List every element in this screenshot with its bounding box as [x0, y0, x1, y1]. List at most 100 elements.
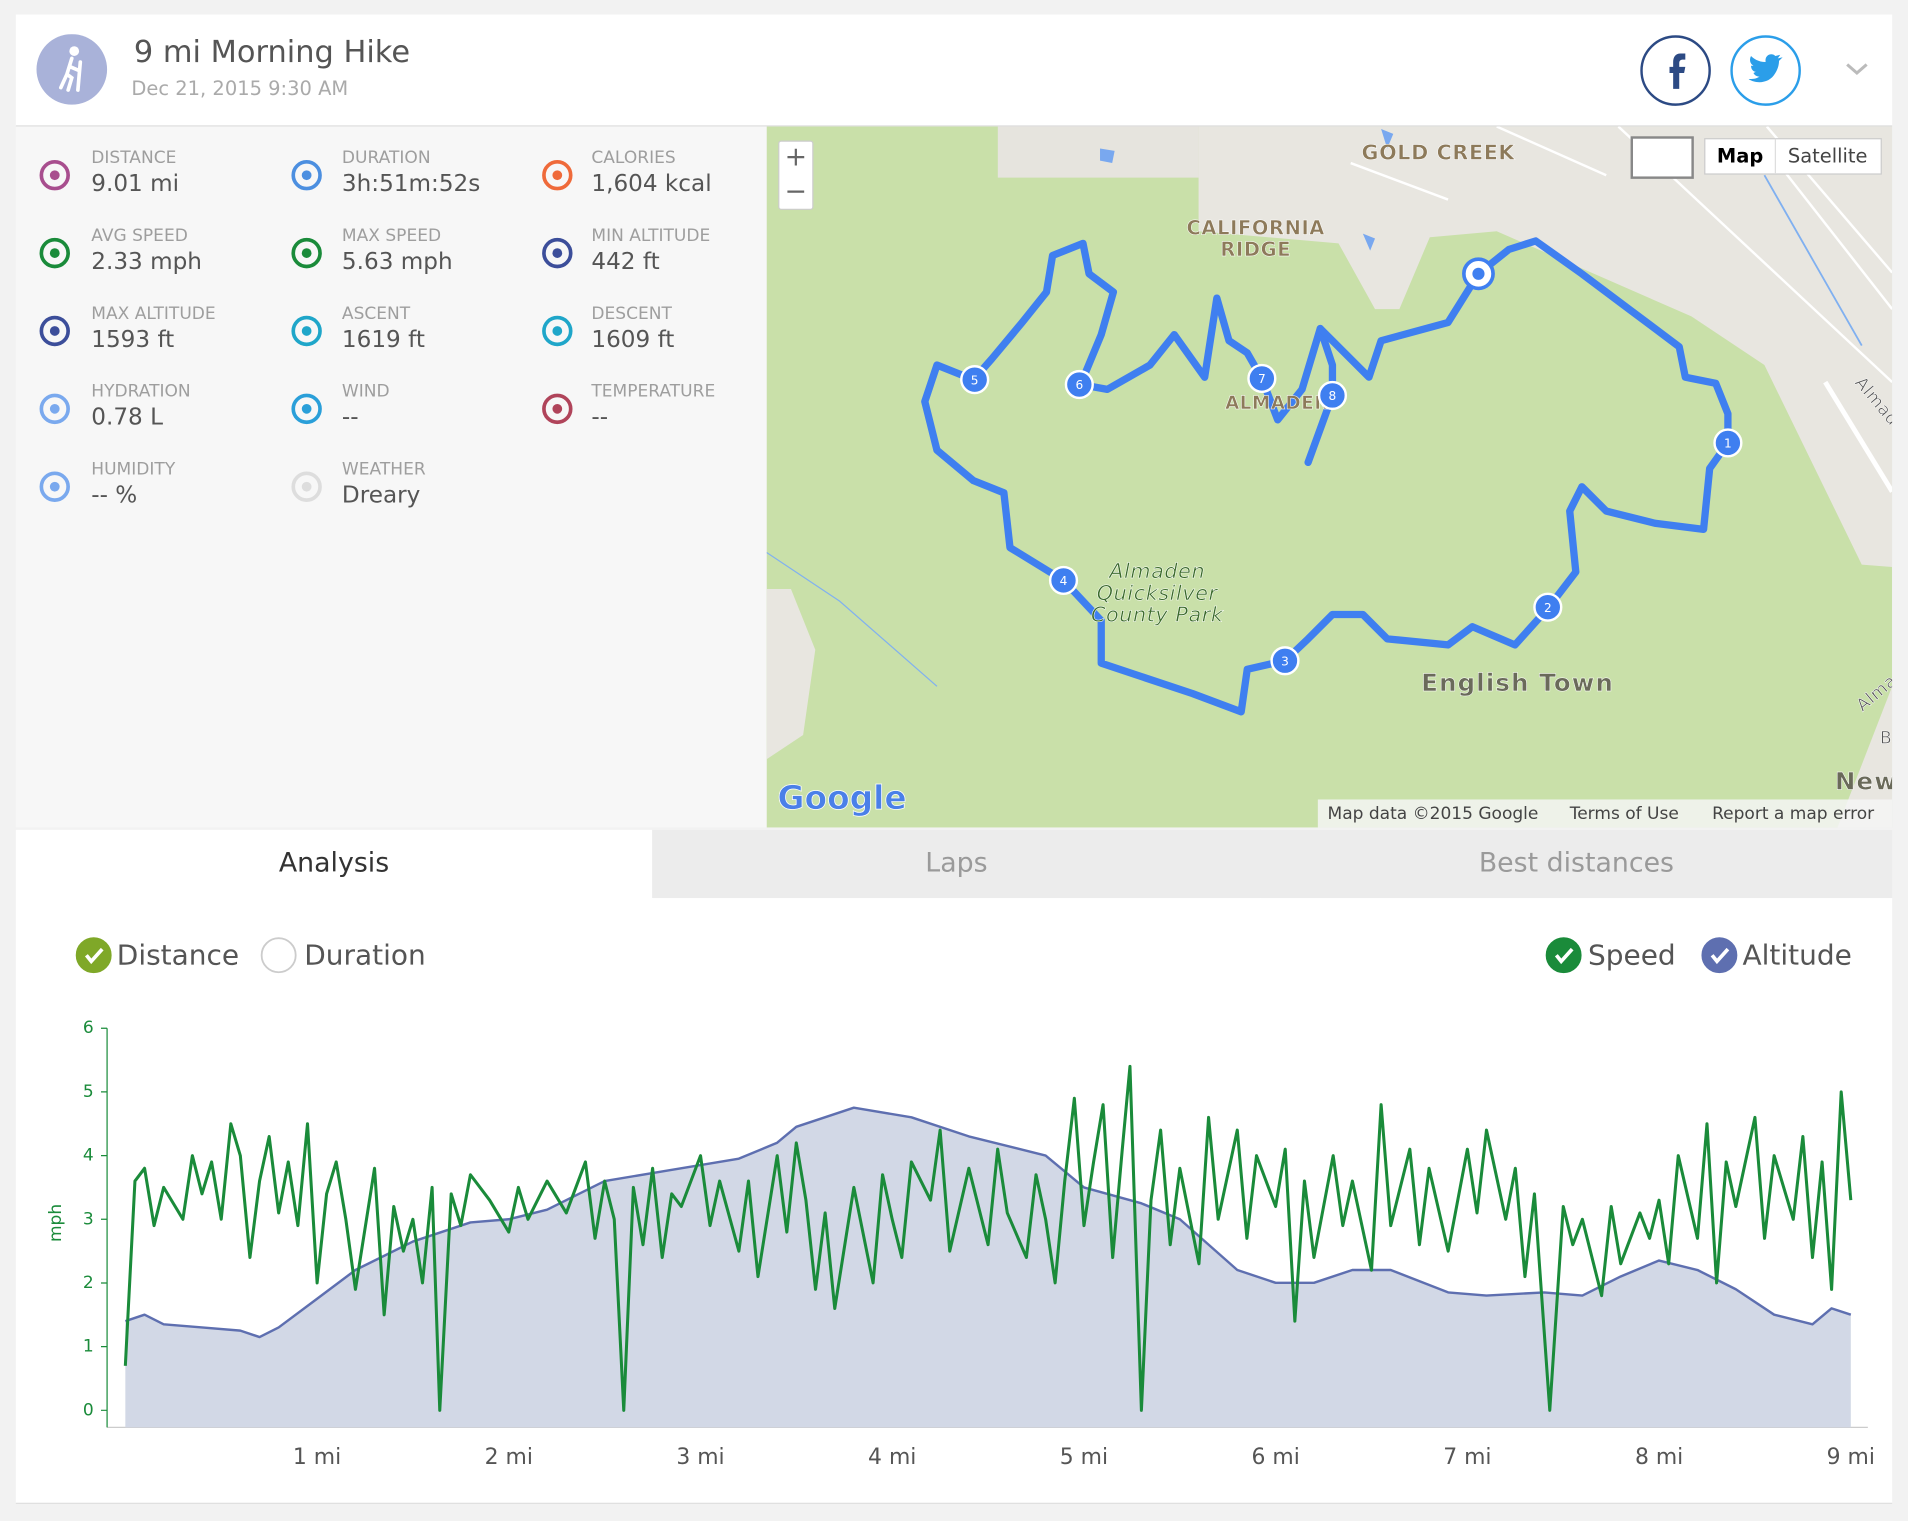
legend-toggle[interactable]: Speed — [1545, 937, 1676, 974]
stat-icon — [291, 315, 322, 347]
icon-shape — [39, 393, 70, 425]
stat-value: 1609 ft — [591, 326, 675, 353]
stat-value: 1,604 kcal — [591, 170, 712, 198]
y-tick-label: 4 — [83, 1146, 94, 1166]
icon-dot — [552, 403, 563, 414]
stat-label: TEMPERATURE — [591, 382, 716, 402]
stat-icon — [542, 393, 573, 425]
satellite-button[interactable]: Satellite — [1788, 144, 1868, 167]
map-label-line: New Alma — [1835, 766, 1892, 795]
map-label-line: County Park — [1091, 603, 1224, 627]
activity-title: 9 mi Morning Hike — [133, 34, 411, 70]
stat-value: 442 ft — [591, 248, 660, 276]
stat-icon — [291, 237, 322, 269]
x-toggle-label[interactable]: Duration — [304, 938, 425, 971]
stats-panel: DISTANCE 9.01 mi DURATION 3h:51m:52s CALORIE… — [15, 126, 767, 828]
x-tick-label: 9 mi — [1827, 1445, 1875, 1470]
y-tick-label: 2 — [83, 1273, 94, 1293]
toggle-circle[interactable] — [1545, 937, 1582, 974]
route-marker — [1533, 592, 1563, 622]
x-tick-label: 6 mi — [1252, 1445, 1300, 1470]
report-link[interactable]: Report a map error — [1712, 804, 1874, 824]
zoom-out[interactable]: − — [785, 176, 807, 207]
map-label-line: ALMADEN — [1225, 393, 1330, 414]
map-button[interactable]: Map — [1717, 144, 1763, 167]
icon-shape — [291, 315, 322, 347]
route-marker — [1247, 363, 1277, 394]
terms-link[interactable]: Terms of Use — [1569, 804, 1679, 824]
legend-label[interactable]: Altitude — [1743, 938, 1852, 971]
stat-icon — [291, 160, 322, 191]
legend-label[interactable]: Speed — [1588, 938, 1676, 971]
attribution-bar — [1317, 799, 1893, 828]
analysis-panel: Distance Duration Speed Altitude mph 0 1 2 3 4 5 6 1… — [15, 898, 1893, 1503]
expand-chevron[interactable] — [1846, 63, 1868, 76]
map[interactable]: GOLD CREEK CALIFORNIA RIDGE ALMADEN Almaden Q… — [766, 126, 1893, 828]
stat-label: CALORIES — [591, 148, 676, 168]
route-marker-label: 2 — [1544, 601, 1552, 615]
icon-shape — [291, 160, 322, 191]
stat-icon — [39, 160, 70, 191]
map-label: English Town — [1421, 668, 1613, 697]
route — [921, 237, 1732, 716]
route-marker-label: 7 — [1258, 372, 1266, 386]
stat-value: 2.33 mph — [91, 248, 202, 276]
stat-label: WIND — [341, 382, 390, 402]
stat-icon — [542, 160, 573, 191]
x-tick-label: 3 mi — [676, 1445, 724, 1470]
map-label-line: Be — [1880, 729, 1892, 749]
y-tick-label: 6 — [83, 1018, 94, 1038]
icon-shape — [291, 393, 322, 425]
icon-dot — [301, 481, 312, 492]
zoom-control[interactable]: +− — [778, 140, 814, 210]
icon-dot — [301, 170, 312, 181]
toggle-circle[interactable] — [260, 937, 297, 974]
x-toggle-label[interactable]: Distance — [117, 938, 239, 971]
zoom-in[interactable]: + — [785, 142, 807, 173]
tab[interactable]: Analysis — [15, 829, 653, 899]
icon-dot — [552, 248, 563, 258]
stat-icon — [39, 471, 70, 502]
toggle-circle[interactable] — [1701, 937, 1738, 974]
icon-shape — [39, 471, 70, 502]
map-attribution: Map data ©2015 Google — [1328, 804, 1539, 824]
stat-icon — [542, 315, 573, 347]
stat-label: MAX SPEED — [341, 226, 442, 246]
icon-shape — [542, 237, 573, 269]
toggle-circle[interactable] — [75, 937, 112, 974]
route-marker — [1048, 565, 1079, 596]
stat-label: AVG SPEED — [91, 226, 188, 246]
map-label-line: CALIFORNIA — [1187, 216, 1325, 239]
map-label: Be — [1880, 728, 1892, 749]
map-label-line: Almaden — [1107, 559, 1205, 583]
x-toggle[interactable]: Distance — [75, 937, 239, 974]
stat-icon — [39, 315, 70, 347]
twitter-button[interactable] — [1730, 35, 1801, 106]
facebook-button[interactable] — [1640, 35, 1711, 106]
route-marker — [1713, 428, 1743, 458]
tab[interactable]: Laps — [652, 829, 1261, 899]
route-marker — [1317, 380, 1348, 411]
legend-toggle[interactable]: Altitude — [1701, 937, 1852, 974]
x-tick-label: 7 mi — [1443, 1445, 1491, 1470]
stat-value: -- — [341, 403, 359, 431]
google-logo: Google — [778, 779, 907, 817]
map-label-line: Quicksilver — [1097, 581, 1219, 605]
route-marker-label: 5 — [971, 373, 979, 387]
x-toggle[interactable]: Duration — [260, 937, 426, 974]
series-line — [123, 1064, 1853, 1412]
x-tick-label: 8 mi — [1635, 1445, 1683, 1470]
tab[interactable]: Best distances — [1260, 829, 1893, 899]
icon-shape — [39, 315, 70, 347]
stat-label: ASCENT — [341, 304, 411, 324]
share-buttons — [1640, 35, 1868, 106]
stat-label: DESCENT — [591, 304, 672, 324]
x-tick-label: 5 mi — [1060, 1445, 1108, 1470]
stat-label: MIN ALTITUDE — [591, 226, 711, 246]
overview-toggle[interactable] — [1630, 136, 1694, 179]
route-marker-label: 4 — [1060, 574, 1068, 588]
route-marker-label: 6 — [1075, 378, 1083, 392]
map-label: New Alma — [1835, 766, 1892, 795]
stat-icon — [39, 393, 70, 425]
